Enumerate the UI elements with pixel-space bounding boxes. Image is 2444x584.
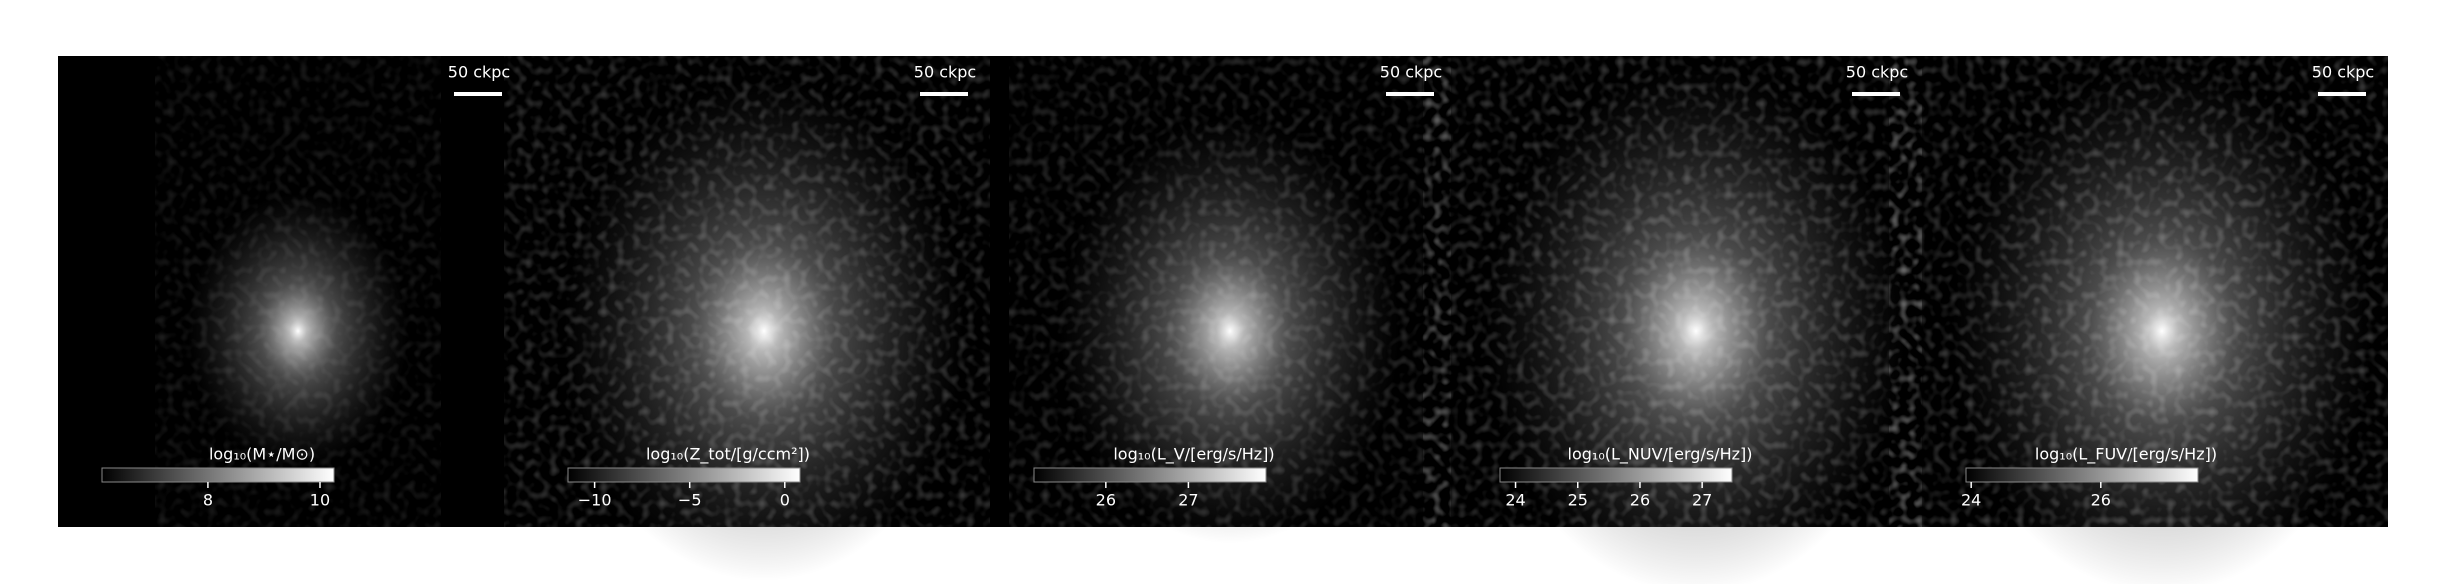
colorbar-tick-label: 26 xyxy=(1096,491,1116,510)
colorbar-tick-label: 27 xyxy=(1178,491,1198,510)
colorbar-tick-label: 26 xyxy=(1630,491,1650,510)
colorbar-label: log₁₀(L_V/[erg/s/Hz]) xyxy=(1113,445,1274,465)
colorbar xyxy=(1965,467,2199,483)
colorbar-tick-label: 27 xyxy=(1692,491,1712,510)
pixel-noise xyxy=(1423,56,1969,527)
colorbar xyxy=(567,467,801,483)
colorbar-tick-label: 25 xyxy=(1568,491,1588,510)
colorbar-tick-label: 8 xyxy=(203,491,213,510)
colorbar-label: log₁₀(Z_tot/[g/ccm²]) xyxy=(646,445,810,465)
colorbar-tick-label: 10 xyxy=(310,491,330,510)
colorbar xyxy=(101,467,335,483)
scale-label: 50 ckpc xyxy=(448,63,510,82)
pixel-noise xyxy=(1889,56,2435,527)
colorbar-tick-label: −10 xyxy=(578,491,612,510)
colorbar xyxy=(1499,467,1733,483)
colorbar-tick-label: 26 xyxy=(2091,491,2111,510)
colorbar-tick-label: −5 xyxy=(678,491,702,510)
colorbar-label: log₁₀(L_FUV/[erg/s/Hz]) xyxy=(2035,445,2217,465)
scale-label: 50 ckpc xyxy=(2312,63,2374,82)
colorbar-label: log₁₀(M⋆/M⊙) xyxy=(209,445,315,464)
pixel-noise xyxy=(504,56,1024,527)
colorbar-tick-label: 24 xyxy=(1961,491,1981,510)
colorbar-tick-label: 24 xyxy=(1505,491,1525,510)
pixel-noise xyxy=(155,56,441,527)
pixel-noise xyxy=(1009,56,1451,527)
colorbar-label: log₁₀(L_NUV/[erg/s/Hz]) xyxy=(1568,445,1753,465)
scale-label: 50 ckpc xyxy=(914,63,976,82)
colorbar-tick-label: 0 xyxy=(780,491,790,510)
colorbar xyxy=(1033,467,1267,483)
